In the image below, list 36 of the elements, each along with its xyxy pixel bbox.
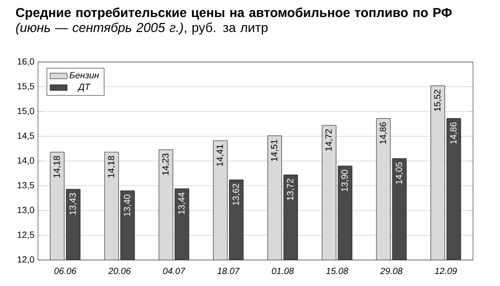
- x-tick-label: 06.06: [54, 268, 76, 274]
- y-tick-label: 12,5: [18, 232, 34, 239]
- x-tick-label: 18.07: [217, 268, 240, 274]
- chart-title: Средние потребительские цены на автомобильное топливо по РФ (июнь — сентябрь 2005 г.), руб. за литр: [16, 8, 452, 35]
- data-label: 13,62: [232, 184, 240, 206]
- data-label: 14,18: [108, 156, 116, 178]
- x-tick-label: 15.08: [326, 268, 348, 274]
- y-tick-label: 15,0: [18, 108, 34, 116]
- data-label: 13,44: [178, 192, 186, 214]
- x-tick-label: 12.09: [434, 268, 457, 274]
- y-tick-label: 12,0: [18, 256, 34, 264]
- data-label: 14,41: [216, 144, 224, 166]
- y-tick-label: 14,0: [18, 157, 34, 165]
- legend-label: ДТ: [77, 84, 91, 92]
- data-label: 14,86: [380, 122, 388, 144]
- data-label: 14,72: [325, 129, 333, 151]
- legend-label: Бензин: [70, 72, 99, 78]
- x-tick-label: 04.07: [163, 268, 186, 274]
- x-tick-label: 01.08: [272, 268, 294, 274]
- data-label: 13,72: [286, 178, 294, 200]
- data-label: 14,05: [396, 162, 404, 184]
- data-label: 14,51: [271, 140, 278, 162]
- y-tick-label: 14,5: [18, 132, 34, 140]
- y-tick-label: 16,0: [18, 58, 34, 66]
- data-label: 14,23: [162, 154, 170, 175]
- data-label: 13,90: [341, 170, 349, 192]
- x-tick-label: 20.06: [108, 268, 131, 274]
- data-label: 13,40: [124, 194, 132, 216]
- y-tick-label: 15,5: [18, 83, 34, 90]
- data-label: 14,18: [53, 156, 61, 178]
- data-label: 13,43: [69, 193, 77, 214]
- x-tick-label: 29.08: [380, 268, 403, 274]
- data-label: 15,52: [434, 90, 442, 112]
- y-tick-label: 13,0: [18, 206, 34, 214]
- data-label: 14,86: [450, 122, 458, 144]
- y-tick-label: 13,5: [18, 182, 34, 190]
